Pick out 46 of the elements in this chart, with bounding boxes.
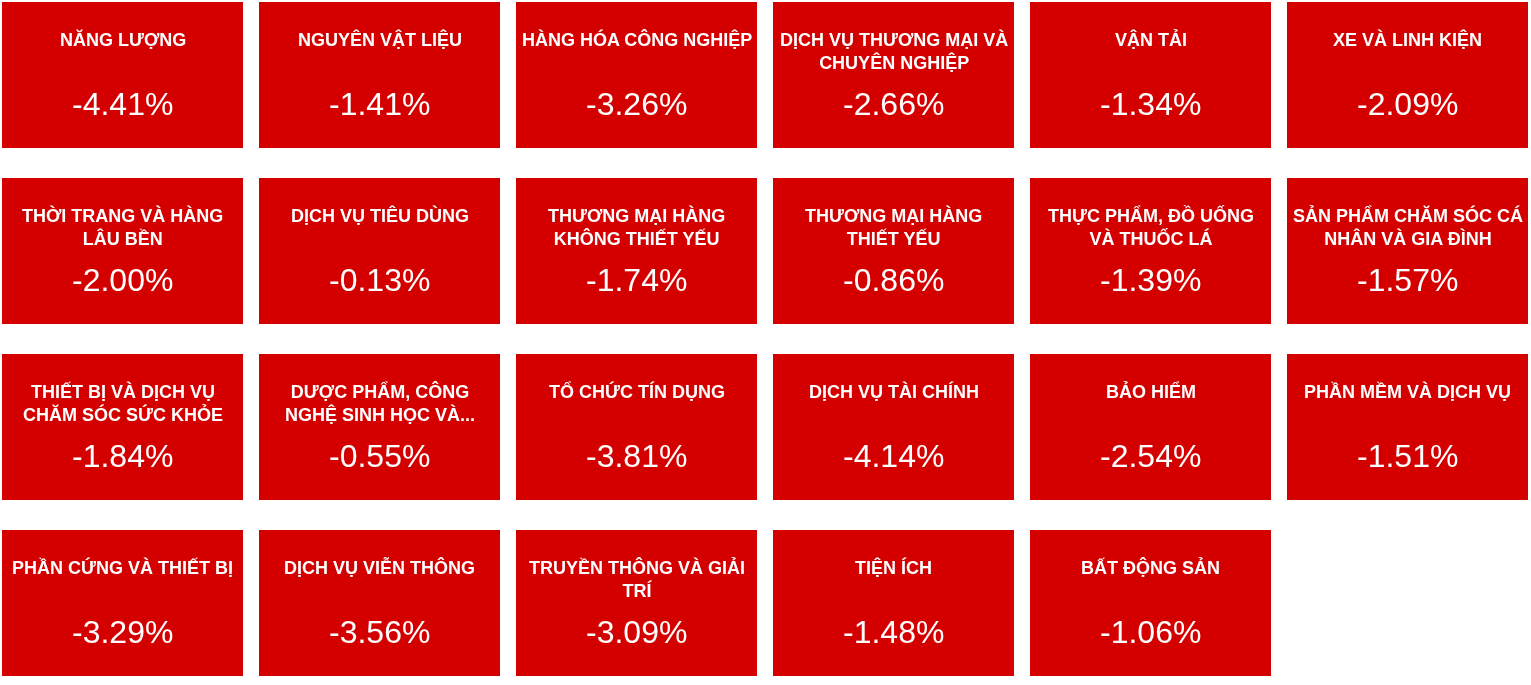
category-label: DỊCH VỤ TIÊU DÙNG bbox=[291, 205, 470, 226]
category-label: THƯƠNG MẠI HÀNG KHÔNG THIẾT YẾU bbox=[548, 205, 726, 250]
data-label: -1.74% bbox=[586, 262, 688, 298]
category-label: NGUYÊN VẬT LIỆU bbox=[298, 29, 463, 50]
data-label: -4.14% bbox=[843, 438, 945, 474]
category-label: PHẦN CỨNG VÀ THIẾT BỊ bbox=[12, 557, 233, 578]
category-label: DỊCH VỤ VIỄN THÔNG bbox=[284, 557, 476, 578]
category-label: DỊCH VỤ THƯƠNG MẠI VÀ CHUYÊN NGHIỆP bbox=[780, 29, 1009, 74]
category-label: XE VÀ LINH KIỆN bbox=[1333, 29, 1483, 50]
data-label: -1.06% bbox=[1100, 614, 1202, 650]
data-label: -2.00% bbox=[72, 262, 174, 298]
category-label: THỰC PHẨM, ĐỒ UỐNG VÀ THUỐC LÁ bbox=[1048, 205, 1254, 250]
data-label: -0.13% bbox=[329, 262, 431, 298]
category-label: BẤT ĐỘNG SẢN bbox=[1081, 557, 1220, 578]
category-label: SẢN PHẨM CHĂM SÓC CÁ NHÂN VÀ GIA ĐÌNH bbox=[1293, 205, 1524, 250]
data-label: -2.66% bbox=[843, 86, 945, 122]
data-label: -1.41% bbox=[329, 86, 431, 122]
data-label: -3.29% bbox=[72, 614, 174, 650]
category-label: TRUYỀN THÔNG VÀ GIẢI TRÍ bbox=[529, 557, 746, 602]
category-label: DƯỢC PHẨM, CÔNG NGHỆ SINH HỌC VÀ... bbox=[285, 381, 476, 426]
category-label: THỜI TRANG VÀ HÀNG LÂU BỀN bbox=[22, 205, 224, 250]
data-label: -1.51% bbox=[1357, 438, 1459, 474]
data-label: -1.39% bbox=[1100, 262, 1202, 298]
data-label: -2.54% bbox=[1100, 438, 1202, 474]
category-label: DỊCH VỤ TÀI CHÍNH bbox=[809, 381, 979, 402]
category-label: HÀNG HÓA CÔNG NGHIỆP bbox=[522, 29, 753, 50]
data-label: -3.81% bbox=[586, 438, 688, 474]
data-label: -1.84% bbox=[72, 438, 174, 474]
data-label: -3.09% bbox=[586, 614, 688, 650]
category-label: BẢO HIỂM bbox=[1106, 381, 1196, 402]
data-label: -0.55% bbox=[329, 438, 431, 474]
data-label: -1.48% bbox=[843, 614, 945, 650]
category-label: VẬN TẢI bbox=[1115, 29, 1187, 50]
category-label: TIỆN ÍCH bbox=[855, 557, 933, 578]
data-label: -1.34% bbox=[1100, 86, 1202, 122]
data-label: -0.86% bbox=[843, 262, 945, 298]
category-label: NĂNG LƯỢNG bbox=[60, 29, 187, 50]
data-label: -4.41% bbox=[72, 86, 174, 122]
category-label: THIẾT BỊ VÀ DỊCH VỤ CHĂM SÓC SỨC KHỎE bbox=[23, 381, 223, 426]
data-label: -2.09% bbox=[1357, 86, 1459, 122]
category-label: THƯƠNG MẠI HÀNG THIẾT YẾU bbox=[805, 205, 983, 250]
category-label: PHẦN MỀM VÀ DỊCH VỤ bbox=[1304, 381, 1512, 402]
data-label: -1.57% bbox=[1357, 262, 1459, 298]
category-label: TỔ CHỨC TÍN DỤNG bbox=[549, 381, 725, 402]
data-label: -3.56% bbox=[329, 614, 431, 650]
data-label: -3.26% bbox=[586, 86, 688, 122]
